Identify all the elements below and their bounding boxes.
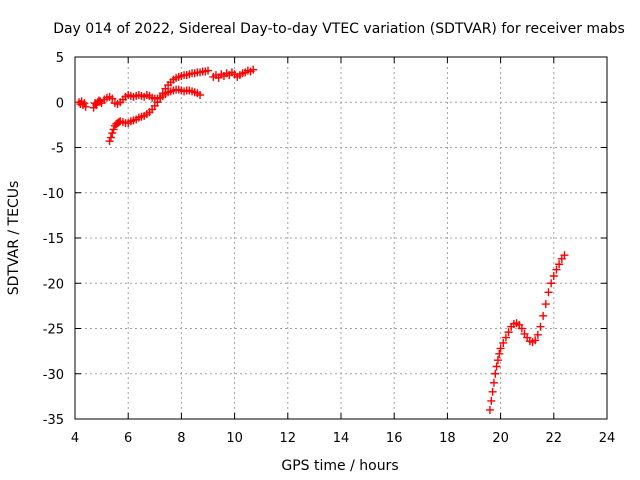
y-tick-labels: 5 0 -5 -10 -15 -20 -25 -30 -35: [43, 51, 64, 428]
data-point: [204, 66, 212, 75]
data-point: [539, 311, 548, 320]
data-points: [74, 65, 569, 414]
data-point: [96, 97, 105, 106]
data-point: [493, 356, 502, 365]
x-tick-label: 24: [599, 431, 616, 446]
data-point: [105, 137, 114, 146]
data-point: [491, 369, 500, 378]
data-point: [541, 300, 550, 309]
data-point: [501, 333, 510, 342]
x-axis-label: GPS time / hours: [281, 458, 398, 474]
data-point: [495, 349, 504, 358]
data-point: [531, 336, 540, 345]
y-tick-label: -35: [43, 413, 64, 428]
data-point: [108, 94, 117, 103]
y-tick-label: -15: [43, 232, 64, 247]
y-tick-label: -30: [43, 368, 64, 383]
data-point: [106, 133, 115, 142]
y-tick-label: -20: [43, 277, 64, 292]
y-tick-label: 5: [56, 51, 64, 66]
y-tick-label: -5: [51, 142, 64, 157]
data-point: [517, 324, 526, 333]
data-point: [536, 322, 545, 331]
data-point: [552, 265, 561, 274]
data-point: [249, 65, 258, 74]
x-tick-label: 18: [439, 431, 456, 446]
x-tick-label: 16: [386, 431, 403, 446]
data-point: [81, 102, 90, 111]
y-axis-label: SDTVAR / TECUs: [6, 181, 22, 296]
y-tick-label: -25: [43, 323, 64, 338]
data-point: [156, 93, 165, 102]
data-point: [489, 378, 498, 387]
data-point: [547, 279, 556, 288]
x-tick-label: 22: [546, 431, 563, 446]
x-tick-label: 12: [280, 431, 297, 446]
data-point: [544, 288, 553, 297]
data-point: [555, 260, 564, 269]
data-point: [153, 98, 162, 107]
x-tick-label: 20: [492, 431, 509, 446]
data-point: [108, 129, 117, 138]
data-point: [560, 251, 569, 260]
data-point: [492, 362, 501, 371]
y-tick-label: -10: [43, 187, 64, 202]
data-point: [488, 387, 497, 396]
data-point: [485, 405, 494, 414]
x-tick-label: 14: [333, 431, 350, 446]
grid: [75, 57, 607, 419]
data-point: [533, 330, 542, 339]
data-point: [196, 91, 205, 100]
data-point: [109, 125, 118, 134]
plot-frame: [74, 56, 608, 420]
y-tick-label: 0: [56, 96, 64, 111]
x-tick-labels: 4 6 8 10 12 14 16 18 20 22 24: [71, 431, 615, 446]
data-point: [496, 344, 505, 353]
chart-title: Day 014 of 2022, Sidereal Day-to-day VTE…: [53, 21, 625, 37]
x-tick-label: 8: [177, 431, 185, 446]
data-point: [158, 89, 167, 98]
x-tick-label: 6: [124, 431, 132, 446]
data-point: [80, 99, 89, 108]
data-point: [487, 396, 496, 405]
data-point: [504, 328, 513, 337]
x-tick-label: 4: [71, 431, 79, 446]
x-tick-label: 10: [226, 431, 243, 446]
data-point: [549, 272, 558, 281]
data-point: [499, 338, 508, 347]
